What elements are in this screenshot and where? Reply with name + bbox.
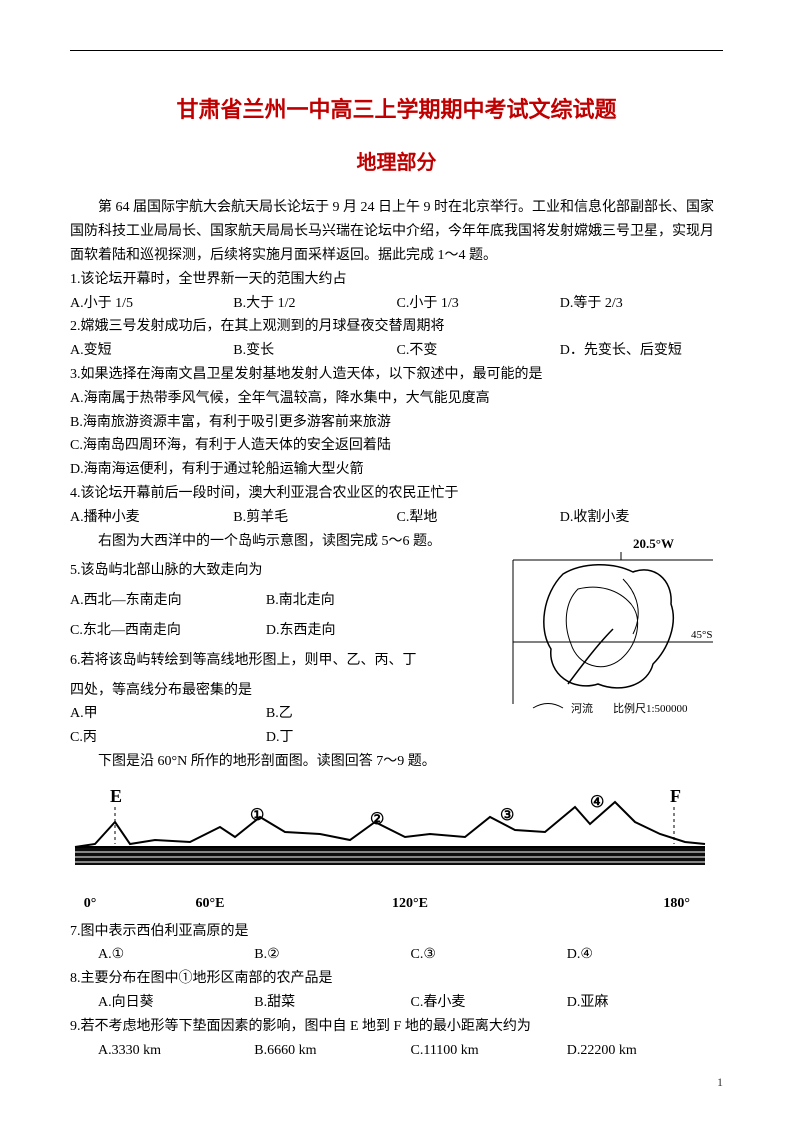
q8-a: A.向日葵 [98, 991, 254, 1015]
q5-row1: A.西北—东南走向 B.南北走向 [70, 589, 462, 613]
q1-options: A.小于 1/5 B.大于 1/2 C.小于 1/3 D.等于 2/3 [70, 292, 723, 316]
q9-stem: 9.若不考虑地形等下垫面因素的影响，图中自 E 地到 F 地的最小距离大约为 [70, 1015, 723, 1039]
q1-a: A.小于 1/5 [70, 292, 233, 316]
lon-label: 20.5°W [633, 536, 674, 551]
q1-b: B.大于 1/2 [233, 292, 396, 316]
q6-row2: C.丙 D.丁 [70, 726, 462, 750]
q3-d: D.海南海运便利，有利于通过轮船运输大型火箭 [70, 458, 723, 482]
top-rule [70, 50, 723, 51]
q4-d: D.收割小麦 [560, 506, 723, 530]
q4-a: A.播种小麦 [70, 506, 233, 530]
q3-b: B.海南旅游资源丰富，有利于吸引更多游客前来旅游 [70, 411, 723, 435]
q4-options: A.播种小麦 B.剪羊毛 C.犁地 D.收割小麦 [70, 506, 723, 530]
q9-d: D.22200 km [567, 1039, 723, 1063]
q6-c: C.丙 [70, 726, 266, 750]
q8-b: B.甜菜 [254, 991, 410, 1015]
q1-stem: 1.该论坛开幕时，全世界新一天的范围大约占 [70, 268, 723, 292]
q5-c: C.东北—西南走向 [70, 619, 266, 643]
island-map: 20.5°W 45°S 河流 比例尺1:500000 [503, 534, 723, 724]
mark-1: ① [250, 807, 264, 824]
q7-stem: 7.图中表示西伯利亚高原的是 [70, 920, 723, 944]
q7-b: B.② [254, 943, 410, 967]
q9-c: C.11100 km [411, 1039, 567, 1063]
q9-options: A.3330 km B.6660 km C.11100 km D.22200 k… [70, 1039, 723, 1063]
profile-F: F [670, 786, 681, 806]
xl-1: 60°E [110, 892, 310, 916]
q8-options: A.向日葵 B.甜菜 C.春小麦 D.亚麻 [70, 991, 723, 1015]
q5-row2: C.东北—西南走向 D.东西走向 [70, 619, 462, 643]
q2-b: B.变长 [233, 339, 396, 363]
q2-c: C.不变 [397, 339, 560, 363]
scale-label: 比例尺1:500000 [613, 701, 688, 715]
q6-b: B.乙 [266, 702, 462, 726]
q2-stem: 2.嫦娥三号发射成功后，在其上观测到的月球昼夜交替周期将 [70, 315, 723, 339]
profile-figure: E F ① ② ③ ④ 0° 60°E 120°E 180° [70, 782, 723, 916]
mark-2: ② [370, 811, 384, 828]
lat-label: 45°S [691, 629, 713, 641]
q5-a: A.西北—东南走向 [70, 589, 266, 613]
q2-d: D．先变长、后变短 [560, 339, 723, 363]
q8-c: C.春小麦 [411, 991, 567, 1015]
q5-b: B.南北走向 [266, 589, 462, 613]
q7-a: A.① [98, 943, 254, 967]
q1-d: D.等于 2/3 [560, 292, 723, 316]
xl-0: 0° [70, 892, 110, 916]
q3-stem: 3.如果选择在海南文昌卫星发射基地发射人造天体，以下叙述中，最可能的是 [70, 363, 723, 387]
q3-a: A.海南属于热带季风气候，全年气温较高，降水集中，大气能见度高 [70, 387, 723, 411]
q2-a: A.变短 [70, 339, 233, 363]
mark-4: ④ [590, 794, 604, 811]
river-label: 河流 [571, 701, 593, 715]
q7-d: D.④ [567, 943, 723, 967]
title-sub: 地理部分 [70, 146, 723, 180]
profile-xlabels: 0° 60°E 120°E 180° [70, 892, 710, 916]
xl-3: 180° [510, 892, 690, 916]
q8-stem: 8.主要分布在图中①地形区南部的农产品是 [70, 967, 723, 991]
intro-paragraph: 第 64 届国际宇航大会航天局长论坛于 9 月 24 日上午 9 时在北京举行。… [70, 196, 723, 267]
q9-b: B.6660 km [254, 1039, 410, 1063]
q2-options: A.变短 B.变长 C.不变 D．先变长、后变短 [70, 339, 723, 363]
xl-2: 120°E [310, 892, 510, 916]
q6-d: D.丁 [266, 726, 462, 750]
page-number: 1 [717, 1072, 723, 1092]
q8-d: D.亚麻 [567, 991, 723, 1015]
profile-E: E [110, 786, 122, 806]
q6-row1: A.甲 B.乙 [70, 702, 462, 726]
q7-c: C.③ [411, 943, 567, 967]
q1-c: C.小于 1/3 [397, 292, 560, 316]
q4-c: C.犁地 [397, 506, 560, 530]
mark-3: ③ [500, 807, 514, 824]
title-main: 甘肃省兰州一中高三上学期期中考试文综试题 [70, 91, 723, 128]
q9-a: A.3330 km [98, 1039, 254, 1063]
q4-b: B.剪羊毛 [233, 506, 396, 530]
q4-stem: 4.该论坛开幕前后一段时间，澳大利亚混合农业区的农民正忙于 [70, 482, 723, 506]
q5-d: D.东西走向 [266, 619, 462, 643]
q6-a: A.甲 [70, 702, 266, 726]
q7-options: A.① B.② C.③ D.④ [70, 943, 723, 967]
lead-7-9: 下图是沿 60°N 所作的地形剖面图。读图回答 7～9 题。 [70, 750, 723, 774]
q3-c: C.海南岛四周环海，有利于人造天体的安全返回着陆 [70, 434, 723, 458]
